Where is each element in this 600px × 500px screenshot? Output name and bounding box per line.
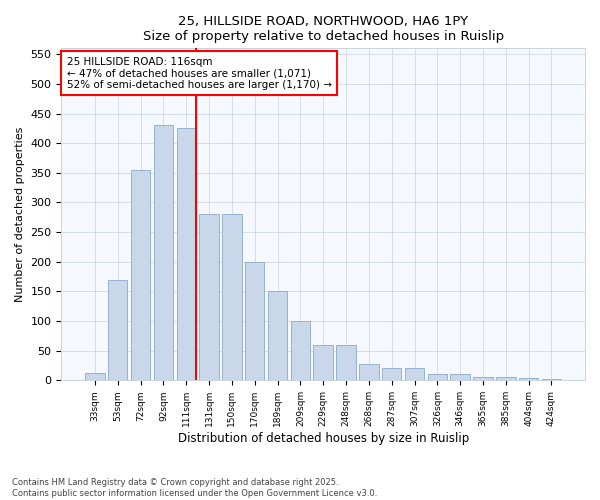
Bar — [382, 368, 401, 380]
Bar — [313, 345, 333, 380]
Bar — [268, 292, 287, 380]
Bar — [496, 378, 515, 380]
Bar — [451, 374, 470, 380]
Bar — [519, 378, 538, 380]
Bar — [199, 214, 219, 380]
Bar — [359, 364, 379, 380]
Bar — [108, 280, 127, 380]
Text: Contains HM Land Registry data © Crown copyright and database right 2025.
Contai: Contains HM Land Registry data © Crown c… — [12, 478, 377, 498]
Bar — [428, 374, 447, 380]
Bar — [337, 345, 356, 380]
Bar — [473, 377, 493, 380]
Bar — [290, 321, 310, 380]
Y-axis label: Number of detached properties: Number of detached properties — [15, 126, 25, 302]
Bar — [222, 214, 242, 380]
Bar — [154, 126, 173, 380]
Bar — [176, 128, 196, 380]
Title: 25, HILLSIDE ROAD, NORTHWOOD, HA6 1PY
Size of property relative to detached hous: 25, HILLSIDE ROAD, NORTHWOOD, HA6 1PY Si… — [143, 15, 504, 43]
X-axis label: Distribution of detached houses by size in Ruislip: Distribution of detached houses by size … — [178, 432, 469, 445]
Bar — [542, 378, 561, 380]
Bar — [85, 373, 104, 380]
Bar — [405, 368, 424, 380]
Bar — [131, 170, 150, 380]
Bar — [245, 262, 265, 380]
Text: 25 HILLSIDE ROAD: 116sqm
← 47% of detached houses are smaller (1,071)
52% of sem: 25 HILLSIDE ROAD: 116sqm ← 47% of detach… — [67, 56, 332, 90]
